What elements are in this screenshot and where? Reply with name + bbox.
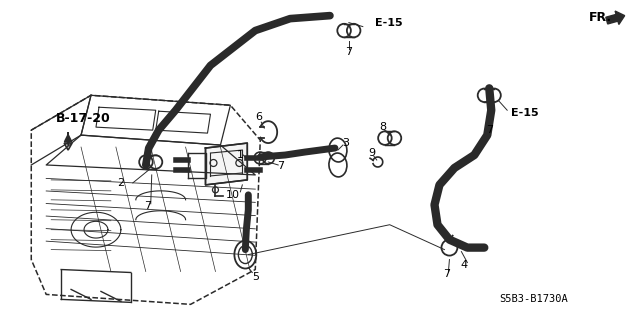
Text: 1: 1 xyxy=(237,150,244,160)
FancyArrow shape xyxy=(606,11,625,25)
Text: 8: 8 xyxy=(379,122,387,132)
Text: 3: 3 xyxy=(342,138,349,148)
Text: E-15: E-15 xyxy=(511,108,539,118)
Text: 2: 2 xyxy=(117,178,124,188)
Text: 4: 4 xyxy=(461,260,468,270)
Text: B-17-20: B-17-20 xyxy=(56,112,111,125)
Polygon shape xyxy=(64,132,72,150)
Text: 7: 7 xyxy=(276,161,284,171)
Text: FR.: FR. xyxy=(589,11,612,24)
Text: 6: 6 xyxy=(255,112,262,122)
Text: 7: 7 xyxy=(486,125,493,135)
Text: 5: 5 xyxy=(252,272,259,283)
Text: 7: 7 xyxy=(346,48,353,57)
Text: E-15: E-15 xyxy=(375,18,403,28)
Text: S5B3-B1730A: S5B3-B1730A xyxy=(499,294,568,304)
Text: 7: 7 xyxy=(144,201,151,211)
Text: 7: 7 xyxy=(443,269,450,278)
Polygon shape xyxy=(205,143,247,185)
Text: 9: 9 xyxy=(368,148,375,158)
Text: 10: 10 xyxy=(225,190,239,200)
